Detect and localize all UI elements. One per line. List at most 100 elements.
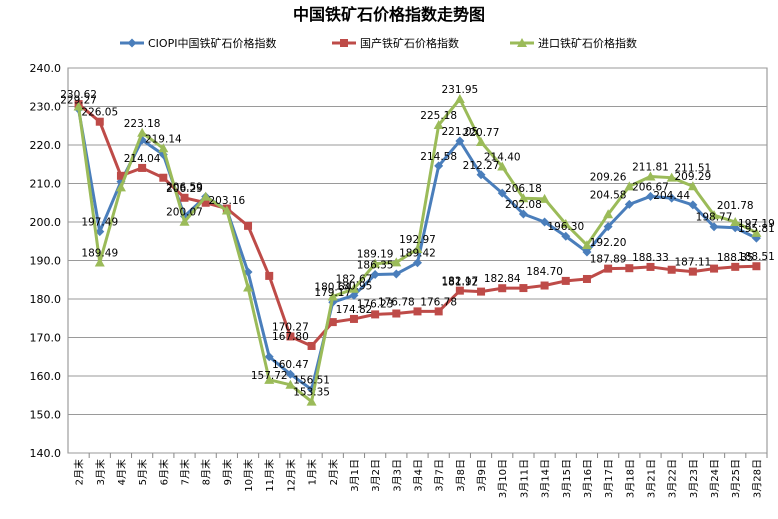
data-label: 214.40 [484, 152, 521, 164]
data-label: 187.89 [590, 254, 627, 266]
data-point [371, 310, 380, 319]
y-tick-label: 170.0 [30, 332, 62, 345]
data-point [625, 264, 634, 273]
data-label: 189.42 [399, 248, 436, 260]
x-tick-label: 6月末 [157, 459, 170, 485]
data-point [412, 244, 423, 254]
data-label: 230.62 [60, 89, 97, 101]
x-tick-label: 3月11日 [518, 459, 530, 498]
y-tick-label: 210.0 [30, 178, 62, 191]
x-tick-label: 9月末 [221, 459, 234, 485]
data-point [603, 209, 614, 219]
data-point [688, 267, 697, 276]
x-tick-label: 11月末 [263, 459, 276, 492]
data-label: 214.58 [420, 151, 457, 163]
data-point [138, 163, 147, 172]
plot-area: 140.0 150.0 160.0 170.0 180.0 190.0 200.0 210.0… [30, 62, 775, 498]
x-tick-label: 3月10日 [497, 459, 509, 498]
data-point [645, 171, 656, 181]
data-point [413, 307, 422, 316]
data-point [264, 352, 274, 362]
data-label: 176.23 [357, 299, 394, 311]
data-label: 206.59 [166, 182, 203, 194]
legend-label: 国产铁矿石价格指数 [360, 36, 459, 50]
data-label: 229.27 [60, 94, 97, 106]
data-point [604, 264, 613, 273]
legend: CIOPI中国铁矿石价格指数 国产铁矿石价格指数 进口铁矿石价格指数 [120, 36, 637, 50]
data-point [434, 307, 443, 316]
data-point [539, 193, 550, 203]
data-point [285, 369, 295, 379]
data-label: 186.35 [357, 260, 394, 272]
data-label: 220.77 [463, 127, 500, 139]
data-point [307, 341, 316, 350]
data-point [518, 209, 528, 219]
data-point [158, 143, 169, 153]
legend-marker [517, 38, 527, 47]
data-label: 204.44 [653, 190, 690, 202]
data-point [667, 265, 676, 274]
data-label: 206.29 [166, 183, 203, 195]
data-point [349, 314, 358, 323]
data-label: 184.70 [526, 266, 563, 278]
data-label: 189.49 [81, 247, 118, 259]
data-point [476, 170, 486, 180]
x-tick-label: 3月18日 [624, 459, 636, 498]
data-label: 180.64 [314, 282, 351, 294]
data-point [667, 193, 677, 203]
data-point [646, 262, 655, 271]
data-point [582, 274, 591, 283]
data-point [348, 283, 359, 293]
data-point [603, 222, 613, 232]
data-label: 231.95 [441, 84, 478, 96]
data-label: 198.77 [696, 212, 733, 224]
data-point [391, 257, 402, 267]
data-point [180, 193, 189, 202]
data-point [709, 222, 719, 232]
data-point [497, 161, 508, 171]
data-label: 200.07 [166, 207, 203, 219]
data-point [688, 200, 698, 210]
y-tick-label: 230.0 [30, 101, 62, 114]
data-label: 156.51 [293, 374, 330, 386]
x-tick-label: 2月末 [327, 459, 340, 485]
data-point [116, 171, 125, 180]
data-point [95, 117, 104, 126]
x-tick-label: 3月3日 [391, 459, 403, 492]
data-label: 197.19 [738, 218, 775, 230]
data-label: 176.78 [378, 296, 415, 308]
data-point [519, 284, 528, 293]
data-label: 225.18 [420, 110, 457, 122]
data-point [751, 227, 762, 237]
y-tick-label: 180.0 [30, 293, 62, 306]
data-point [455, 136, 465, 146]
x-tick-label: 3月25日 [730, 459, 742, 498]
data-label: 187.11 [674, 257, 711, 269]
data-label: 206.18 [505, 183, 542, 195]
data-label: 179.17 [314, 287, 351, 299]
data-point [518, 193, 529, 203]
y-axis-ticks: 140.0 150.0 160.0 170.0 180.0 190.0 200.0 210.0… [30, 62, 62, 460]
x-tick-label: 3月17日 [603, 459, 615, 498]
data-point [243, 282, 254, 292]
data-point [179, 216, 190, 226]
data-point [540, 281, 549, 290]
y-tick-label: 200.0 [30, 216, 62, 229]
data-label: 176.78 [420, 296, 457, 308]
x-tick-label: 3月28日 [751, 459, 763, 498]
data-point [710, 264, 719, 273]
data-point [73, 101, 84, 111]
data-point [624, 181, 635, 191]
data-point [370, 270, 380, 280]
data-point [221, 205, 232, 215]
data-label: 181.92 [441, 277, 478, 289]
x-tick-label: 2月末 [73, 459, 86, 485]
data-point [327, 291, 338, 301]
data-point [95, 227, 105, 237]
data-point [497, 188, 507, 198]
x-tick-label: 4月末 [115, 459, 128, 485]
data-label: 188.51 [738, 251, 775, 263]
y-tick-label: 190.0 [30, 255, 62, 268]
data-label: 157.72 [251, 370, 288, 382]
data-point [709, 210, 720, 220]
